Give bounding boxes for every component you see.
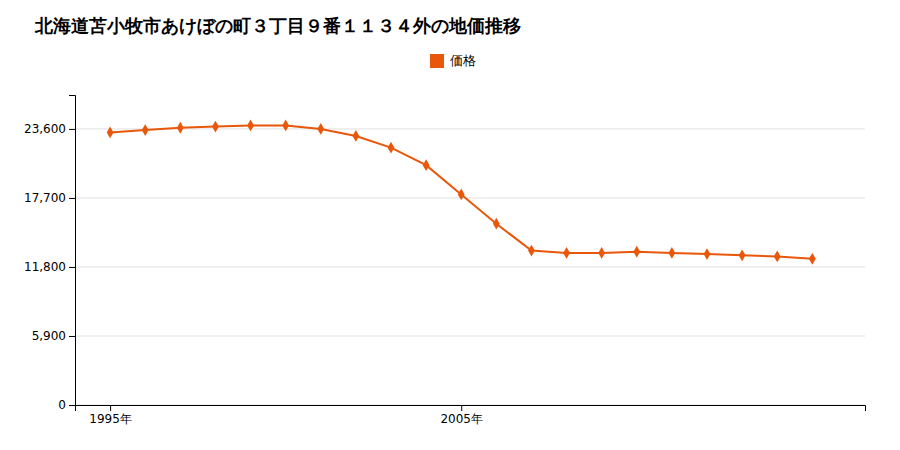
grid-line — [75, 128, 865, 129]
tick-label: 11,800 — [24, 260, 66, 274]
marker — [563, 247, 570, 259]
x-axis: 1995年 2005年 — [76, 405, 866, 426]
tick: 17,700 — [24, 191, 75, 205]
tick-mark — [69, 198, 75, 199]
marker — [282, 120, 289, 132]
tick-label: 0 — [58, 398, 66, 412]
marker — [247, 120, 254, 132]
tick: 5,900 — [32, 329, 75, 343]
marker — [107, 127, 114, 139]
title: 北海道苫小牧市あけぼの町３丁目９番１１３４外の地価推移 — [34, 15, 521, 36]
axis-line — [76, 406, 866, 412]
tick-label: 17,700 — [24, 191, 66, 205]
marker — [142, 124, 149, 136]
marker — [633, 246, 640, 258]
marker — [317, 123, 324, 135]
marker — [388, 142, 395, 154]
tick: 11,800 — [24, 260, 75, 274]
tick-label: 2005年 — [440, 412, 483, 426]
y-axis: 0 5,900 11,800 17,700 23,600 — [24, 96, 76, 413]
tick-label: 5,900 — [32, 329, 66, 343]
grid-line — [75, 197, 865, 198]
marker — [774, 251, 781, 263]
marker — [212, 121, 219, 133]
tick: 0 — [58, 398, 75, 412]
marker — [704, 248, 711, 260]
marker — [668, 247, 675, 259]
tick: 1995年 — [89, 405, 132, 426]
legend-label: 価格 — [450, 53, 476, 68]
tick-mark — [69, 129, 75, 130]
tick-mark — [69, 405, 75, 406]
axis-line — [69, 96, 76, 406]
marker — [809, 253, 816, 265]
marks — [107, 120, 816, 265]
grid-line — [75, 335, 865, 336]
marker — [493, 218, 500, 230]
marker — [177, 122, 184, 134]
legend-swatch — [430, 54, 444, 68]
tick-label: 23,600 — [24, 122, 66, 136]
plot: 1995年 2005年 0 5,900 11,800 17,700 23,600 — [24, 96, 866, 426]
chart: 1995年 2005年 0 5,900 11,800 17,700 23,600 北海道苫小牧… — [0, 0, 900, 450]
marker — [598, 247, 605, 259]
tick: 23,600 — [24, 122, 75, 136]
tick: 2005年 — [440, 405, 483, 426]
tick-mark — [69, 267, 75, 268]
marker — [739, 249, 746, 261]
marker — [528, 245, 535, 257]
tick-mark — [461, 405, 462, 411]
tick-label: 1995年 — [89, 412, 132, 426]
tick-mark — [110, 405, 111, 411]
line — [110, 125, 812, 258]
grid-line — [75, 266, 865, 267]
grid — [75, 129, 865, 405]
legend: 価格 — [430, 53, 476, 68]
marker — [423, 159, 430, 171]
tick-mark — [69, 336, 75, 337]
marker — [352, 130, 359, 142]
marker — [458, 189, 465, 201]
